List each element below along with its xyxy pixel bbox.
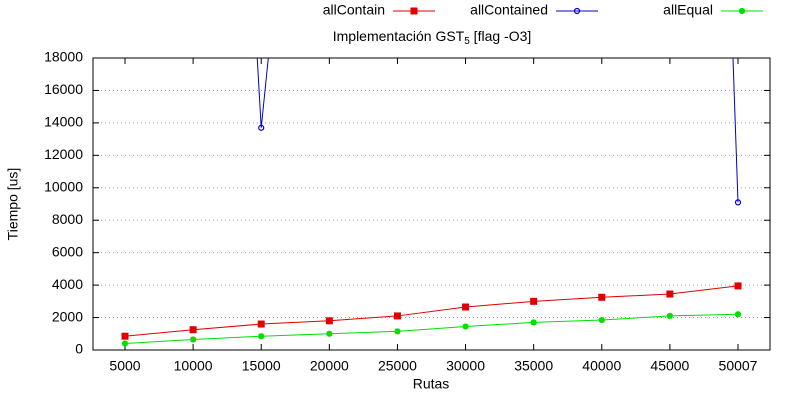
marker — [530, 319, 537, 326]
series-group — [121, 58, 742, 347]
marker — [734, 282, 742, 290]
x-tick-label: 20000 — [310, 358, 349, 374]
marker — [666, 290, 674, 298]
x-tick-label: 25000 — [378, 358, 417, 374]
marker — [462, 303, 470, 311]
x-axis-label: Rutas — [413, 376, 450, 392]
legend-label: allContained — [470, 2, 548, 18]
x-tick-label: 5000 — [109, 358, 140, 374]
y-axis-label: Tiempo [us] — [5, 168, 21, 241]
marker — [326, 330, 333, 337]
marker — [666, 312, 673, 319]
y-tick-label: 2000 — [52, 308, 83, 324]
x-tick-label: 40000 — [582, 358, 621, 374]
chart-title: Implementación GST5 [flag -O3] — [333, 28, 532, 47]
y-tick-label: 4000 — [52, 276, 83, 292]
x-tick-label: 45000 — [650, 358, 689, 374]
y-tick-label: 8000 — [52, 211, 83, 227]
legend-label: allContain — [323, 2, 385, 18]
y-tick-label: 6000 — [52, 243, 83, 259]
x-tick-label: 15000 — [242, 358, 281, 374]
marker — [530, 297, 538, 305]
marker — [735, 311, 741, 318]
marker — [462, 323, 469, 330]
plot-border — [92, 57, 771, 351]
title-suffix: [flag -O3] — [470, 28, 531, 44]
x-tick-label: 35000 — [514, 358, 553, 374]
marker — [189, 326, 197, 334]
legend-marker — [573, 7, 581, 15]
legend-marker — [739, 8, 745, 14]
marker — [258, 333, 265, 340]
title-main: Implementación GST — [333, 28, 465, 44]
marker — [122, 340, 128, 347]
y-tick-label: 18000 — [44, 49, 83, 65]
y-tick-label: 16000 — [44, 81, 83, 97]
legend-label: allEqual — [663, 2, 713, 18]
marker — [258, 124, 265, 131]
y-tick-label: 12000 — [44, 146, 83, 162]
marker — [598, 293, 606, 301]
x-tick-label: 50007 — [719, 358, 758, 374]
marker — [190, 336, 197, 343]
marker — [257, 320, 265, 328]
y-tick-label: 10000 — [44, 178, 83, 194]
x-tick-label: 10000 — [174, 358, 213, 374]
legend-marker — [410, 7, 418, 15]
marker — [121, 332, 129, 340]
series-line — [124, 313, 739, 345]
marker — [734, 199, 742, 206]
marker — [394, 328, 401, 335]
x-tick-label: 30000 — [446, 358, 485, 374]
series-line — [124, 285, 739, 337]
marker — [325, 317, 333, 325]
marker — [393, 312, 401, 320]
title-subscript: 5 — [464, 36, 470, 47]
y-tick-label: 0 — [75, 341, 83, 357]
marker — [598, 316, 605, 323]
y-tick-label: 14000 — [44, 114, 83, 130]
